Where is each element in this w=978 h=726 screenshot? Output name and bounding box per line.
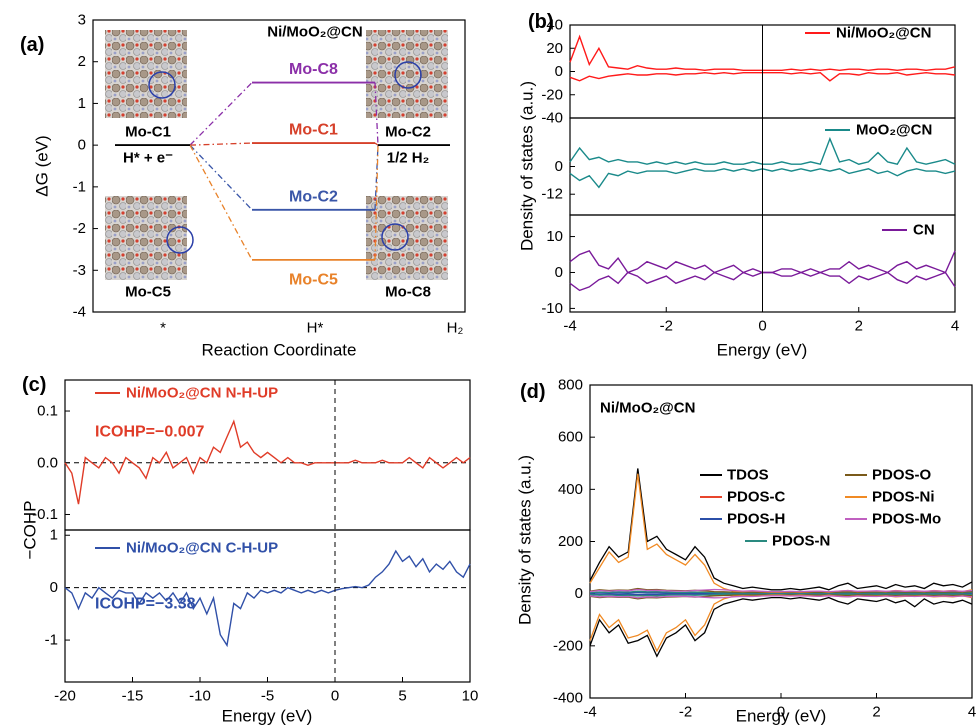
x-tick-label: -15 bbox=[122, 688, 144, 705]
x-tick-label: -5 bbox=[261, 688, 274, 705]
y-axis-label: Density of states (a.u.) bbox=[516, 455, 535, 625]
x-tick-label: H* bbox=[307, 320, 324, 337]
y-tick-label: 0 bbox=[575, 585, 583, 602]
annotation: 1/2 H₂ bbox=[387, 150, 430, 167]
y-tick-label: 0 bbox=[555, 158, 563, 175]
x-axis-label: Energy (eV) bbox=[222, 707, 313, 726]
x-tick-label: 0 bbox=[331, 688, 339, 705]
y-tick-label: 40 bbox=[546, 17, 563, 34]
y-tick-label: 1 bbox=[50, 527, 58, 544]
legend-label: PDOS-H bbox=[727, 511, 785, 528]
y-tick-label: -20 bbox=[541, 86, 563, 103]
y-tick-label: -400 bbox=[553, 690, 583, 707]
dos-line bbox=[590, 469, 972, 590]
legend-label: PDOS-Ni bbox=[872, 489, 935, 506]
y-tick-label: 800 bbox=[558, 377, 583, 394]
legend-label: PDOS-O bbox=[872, 467, 932, 484]
y-tick-label: -10 bbox=[541, 300, 563, 317]
x-axis-label: Reaction Coordinate bbox=[202, 341, 357, 360]
level-label: Mo-C8 bbox=[289, 61, 338, 78]
page: -4-3-2-10123(a)Reaction CoordinateΔG (eV… bbox=[0, 0, 978, 726]
x-tick-label: * bbox=[160, 320, 166, 337]
y-tick-label: 0 bbox=[50, 579, 58, 596]
y-tick-label: 0.1 bbox=[37, 403, 58, 420]
chart-title: Ni/MoO₂@CN bbox=[600, 400, 695, 417]
y-tick-label: -1 bbox=[45, 632, 58, 649]
legend-label: CN bbox=[913, 222, 935, 239]
y-tick-label: 3 bbox=[78, 12, 86, 29]
y-tick-label: -40 bbox=[541, 110, 563, 127]
legend-label: TDOS bbox=[727, 467, 769, 484]
y-tick-label: 0 bbox=[555, 63, 563, 80]
structure-image bbox=[366, 30, 448, 118]
y-tick-label: 1 bbox=[78, 95, 86, 112]
y-tick-label: 400 bbox=[558, 481, 583, 498]
annotation: Mo-C1 bbox=[125, 124, 171, 141]
y-tick-label: -3 bbox=[73, 262, 86, 279]
x-tick-label: -2 bbox=[660, 318, 673, 335]
dos-line bbox=[590, 595, 972, 651]
y-tick-label: 200 bbox=[558, 533, 583, 550]
legend-label: PDOS-C bbox=[727, 489, 786, 506]
legend-label: MoO₂@CN bbox=[856, 122, 932, 139]
y-tick-label: -200 bbox=[553, 637, 583, 654]
legend-label: PDOS-Mo bbox=[872, 511, 941, 528]
y-tick-label: 600 bbox=[558, 429, 583, 446]
connector bbox=[190, 83, 378, 146]
panel-label: (a) bbox=[20, 34, 44, 56]
legend-label: Ni/MoO₂@CN C-H-UP bbox=[126, 540, 278, 557]
connector bbox=[190, 145, 378, 260]
panel-label: (d) bbox=[520, 381, 546, 403]
legend-label: Ni/MoO₂@CN bbox=[836, 25, 931, 42]
y-tick-label: -1 bbox=[73, 178, 86, 195]
x-axis-label: Energy (eV) bbox=[736, 707, 827, 726]
legend-label: Ni/MoO₂@CN N-H-UP bbox=[126, 385, 278, 402]
x-tick-label: H₂ bbox=[447, 320, 464, 337]
level-label: Mo-C2 bbox=[289, 188, 338, 205]
x-tick-label: -10 bbox=[189, 688, 211, 705]
annotation: Mo-C5 bbox=[125, 284, 171, 301]
y-tick-label: -12 bbox=[541, 186, 563, 203]
annotation: Mo-C8 bbox=[385, 284, 431, 301]
annotation: ICOHP=−3.38 bbox=[95, 596, 196, 613]
y-tick-label: 0.0 bbox=[37, 454, 58, 471]
x-tick-label: 2 bbox=[855, 318, 863, 335]
x-tick-label: 4 bbox=[951, 318, 959, 335]
y-tick-label: -2 bbox=[73, 220, 86, 237]
annotation: H* + e⁻ bbox=[123, 150, 173, 167]
y-tick-label: 0 bbox=[78, 137, 86, 154]
x-tick-label: -20 bbox=[54, 688, 76, 705]
annotation: ICOHP=−0.007 bbox=[95, 424, 205, 441]
y-tick-label: 10 bbox=[546, 228, 563, 245]
x-tick-label: 0 bbox=[758, 318, 766, 335]
x-tick-label: 4 bbox=[968, 704, 976, 721]
chart-title: Ni/MoO₂@CN bbox=[267, 24, 362, 41]
structure-image bbox=[366, 196, 448, 280]
connector bbox=[190, 145, 378, 210]
dos-line bbox=[590, 598, 972, 657]
y-tick-label: 0 bbox=[555, 264, 563, 281]
figure: -4-3-2-10123(a)Reaction CoordinateΔG (eV… bbox=[0, 0, 978, 726]
x-tick-label: 2 bbox=[872, 704, 880, 721]
y-tick-label: 20 bbox=[546, 40, 563, 57]
y-tick-label: -0.1 bbox=[32, 506, 58, 523]
annotation: Mo-C2 bbox=[385, 124, 431, 141]
y-axis-label: ΔG (eV) bbox=[33, 135, 52, 196]
x-tick-label: 5 bbox=[398, 688, 406, 705]
structure-image bbox=[105, 30, 187, 118]
panel-label: (c) bbox=[22, 374, 46, 396]
plot-frame bbox=[65, 380, 470, 530]
x-tick-label: -2 bbox=[679, 704, 692, 721]
level-label: Mo-C5 bbox=[289, 271, 338, 288]
level-label: Mo-C1 bbox=[289, 122, 338, 139]
x-axis-label: Energy (eV) bbox=[717, 341, 808, 360]
x-tick-label: -4 bbox=[583, 704, 596, 721]
legend-label: PDOS-N bbox=[772, 533, 830, 550]
y-tick-label: 2 bbox=[78, 53, 86, 70]
x-tick-label: 10 bbox=[462, 688, 479, 705]
y-tick-label: -4 bbox=[73, 304, 86, 321]
y-axis-label: Density of states (a.u.) bbox=[518, 81, 537, 251]
x-tick-label: -4 bbox=[563, 318, 576, 335]
structure-image bbox=[105, 196, 187, 280]
